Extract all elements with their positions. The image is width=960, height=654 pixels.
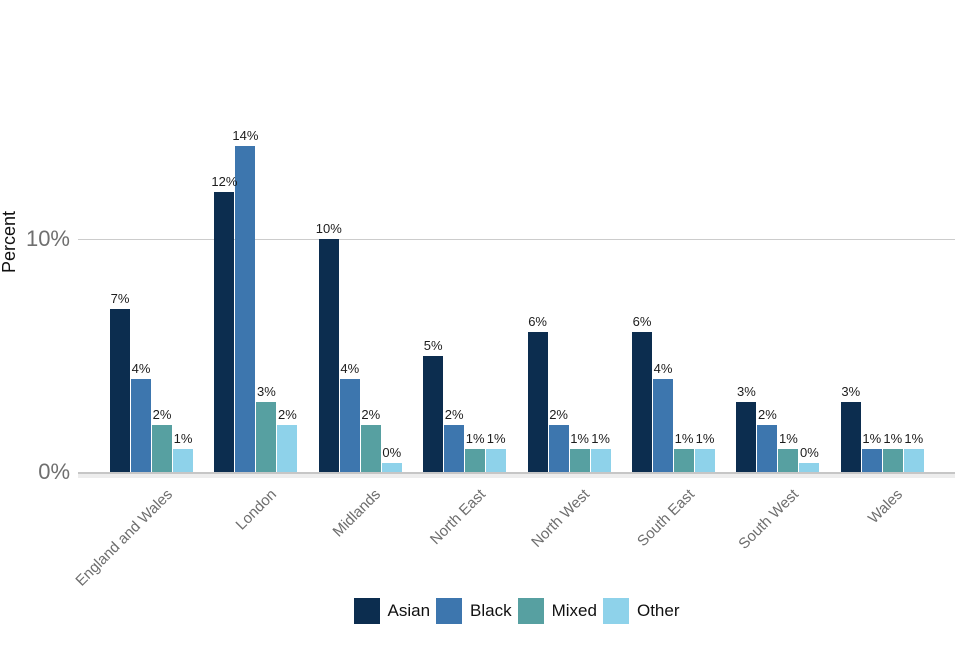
bar-asian-6 xyxy=(632,332,652,472)
bar-asian-1 xyxy=(110,308,130,472)
bar-mixed-2 xyxy=(256,402,277,472)
bar-value-label: 0% xyxy=(799,445,819,460)
bar-other-4 xyxy=(486,448,507,472)
bar-black-5 xyxy=(548,425,569,472)
bar-value-label: 2% xyxy=(152,407,172,423)
bar-value-label: 4% xyxy=(131,360,151,376)
bar-value-label: 1% xyxy=(591,430,610,446)
legend-label: Other xyxy=(636,601,680,620)
bar-mixed-4 xyxy=(465,448,486,472)
bar-value-label: 3% xyxy=(736,384,756,400)
bar-value-label: 14% xyxy=(232,127,259,143)
bar-value-label: 3% xyxy=(256,384,276,400)
legend-label: Mixed xyxy=(551,601,597,620)
bar-value-label: 1% xyxy=(778,430,798,446)
x-axis-line-shadow xyxy=(78,474,955,478)
legend-label: Black xyxy=(470,601,512,620)
bar-black-1 xyxy=(131,378,151,472)
bar-value-label: 2% xyxy=(549,407,568,423)
bar-value-label: 1% xyxy=(570,430,589,446)
bar-value-label: 1% xyxy=(173,430,193,446)
bar-asian-3 xyxy=(318,239,339,472)
bar-asian-4 xyxy=(423,355,444,472)
bar-mixed-3 xyxy=(360,425,381,472)
bar-black-7 xyxy=(757,425,778,472)
bar-value-label: 1% xyxy=(674,430,694,446)
legend-swatch-other xyxy=(602,598,629,624)
bar-asian-2 xyxy=(214,192,235,472)
legend-swatch-black xyxy=(436,598,463,624)
bar-value-label: 5% xyxy=(423,337,443,353)
bar-value-label: 2% xyxy=(361,407,381,423)
bar-mixed-1 xyxy=(152,425,172,472)
bar-value-label: 1% xyxy=(862,430,882,446)
x-axis-label-1: England and Wales xyxy=(71,486,176,590)
bar-value-label: 1% xyxy=(695,430,715,446)
bar-black-3 xyxy=(339,378,360,472)
bar-black-4 xyxy=(444,425,465,472)
bar-other-3 xyxy=(381,463,402,472)
bar-black-8 xyxy=(861,448,882,472)
bar-value-label: 1% xyxy=(465,430,485,446)
legend-item-black: Black xyxy=(436,598,512,624)
bar-value-label: 4% xyxy=(340,360,360,376)
bar-asian-8 xyxy=(840,402,861,472)
bar-other-8 xyxy=(903,448,924,472)
bar-value-label: 4% xyxy=(653,360,673,376)
bar-value-label: 2% xyxy=(757,407,777,423)
bar-other-5 xyxy=(590,448,611,472)
bar-mixed-5 xyxy=(569,448,590,472)
bar-mixed-8 xyxy=(882,448,903,472)
bar-black-6 xyxy=(653,378,673,472)
bar-value-label: 2% xyxy=(277,407,297,423)
bar-value-label: 2% xyxy=(444,407,464,423)
bar-value-label: 6% xyxy=(528,314,547,330)
y-tick-label: 10% xyxy=(25,226,70,251)
legend-label: Asian xyxy=(387,601,431,620)
bar-other-1 xyxy=(173,448,193,472)
bar-asian-5 xyxy=(527,332,548,472)
legend: Asian Black Mixed Other xyxy=(78,598,955,624)
x-axis-line xyxy=(78,472,955,474)
bar-asian-7 xyxy=(736,402,757,472)
gridline-10 xyxy=(78,239,955,240)
legend-swatch-asian xyxy=(353,598,380,624)
bar-value-label: 1% xyxy=(486,430,506,446)
bar-mixed-7 xyxy=(778,448,799,472)
bar-other-2 xyxy=(277,425,298,472)
y-tick-label: 0% xyxy=(38,459,70,484)
bar-value-label: 7% xyxy=(110,290,130,306)
bar-other-7 xyxy=(799,463,820,472)
bar-value-label: 0% xyxy=(382,445,402,460)
bar-value-label: 3% xyxy=(841,384,861,400)
legend-item-mixed: Mixed xyxy=(517,598,597,624)
bar-other-6 xyxy=(695,448,715,472)
bar-value-label: 1% xyxy=(904,430,924,446)
legend-swatch-mixed xyxy=(517,598,544,624)
bar-mixed-6 xyxy=(674,448,694,472)
bar-value-label: 12% xyxy=(211,174,238,190)
bar-value-label: 6% xyxy=(632,314,652,330)
legend-item-asian: Asian xyxy=(353,598,431,624)
legend-item-other: Other xyxy=(602,598,680,624)
bar-value-label: 10% xyxy=(315,221,342,236)
bar-value-label: 1% xyxy=(883,430,903,446)
bar-black-2 xyxy=(235,145,256,472)
bar-chart: Percent 0% 10% 7% 4% 2% 1% England and Wales 12… xyxy=(0,127,955,624)
